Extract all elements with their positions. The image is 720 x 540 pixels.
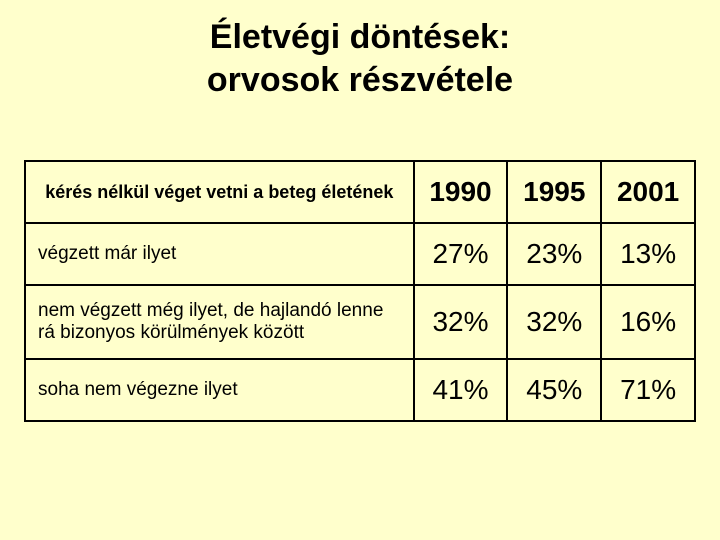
slide-title: Életvégi döntések: orvosok részvétele xyxy=(0,0,720,101)
row-val-1990: 27% xyxy=(414,223,508,285)
table-row: soha nem végezne ilyet 41% 45% 71% xyxy=(25,359,695,421)
header-year-2001: 2001 xyxy=(601,161,695,223)
header-desc: kérés nélkül véget vetni a beteg életéne… xyxy=(25,161,414,223)
data-table-wrap: kérés nélkül véget vetni a beteg életéne… xyxy=(24,160,696,422)
table-row: nem végzett még ilyet, de hajlandó lenne… xyxy=(25,285,695,359)
row-val-1995: 23% xyxy=(507,223,601,285)
row-val-2001: 16% xyxy=(601,285,695,359)
row-val-1995: 45% xyxy=(507,359,601,421)
title-line-1: Életvégi döntések: xyxy=(210,18,510,56)
header-year-1990: 1990 xyxy=(414,161,508,223)
row-val-2001: 71% xyxy=(601,359,695,421)
header-year-1995: 1995 xyxy=(507,161,601,223)
data-table: kérés nélkül véget vetni a beteg életéne… xyxy=(24,160,696,422)
row-desc: soha nem végezne ilyet xyxy=(25,359,414,421)
title-line-2: orvosok részvétele xyxy=(207,61,513,99)
slide-root: Életvégi döntések: orvosok részvétele ké… xyxy=(0,0,720,540)
row-val-1990: 32% xyxy=(414,285,508,359)
table-header-row: kérés nélkül véget vetni a beteg életéne… xyxy=(25,161,695,223)
row-desc: végzett már ilyet xyxy=(25,223,414,285)
row-desc: nem végzett még ilyet, de hajlandó lenne… xyxy=(25,285,414,359)
row-val-1995: 32% xyxy=(507,285,601,359)
row-val-1990: 41% xyxy=(414,359,508,421)
table-row: végzett már ilyet 27% 23% 13% xyxy=(25,223,695,285)
row-val-2001: 13% xyxy=(601,223,695,285)
